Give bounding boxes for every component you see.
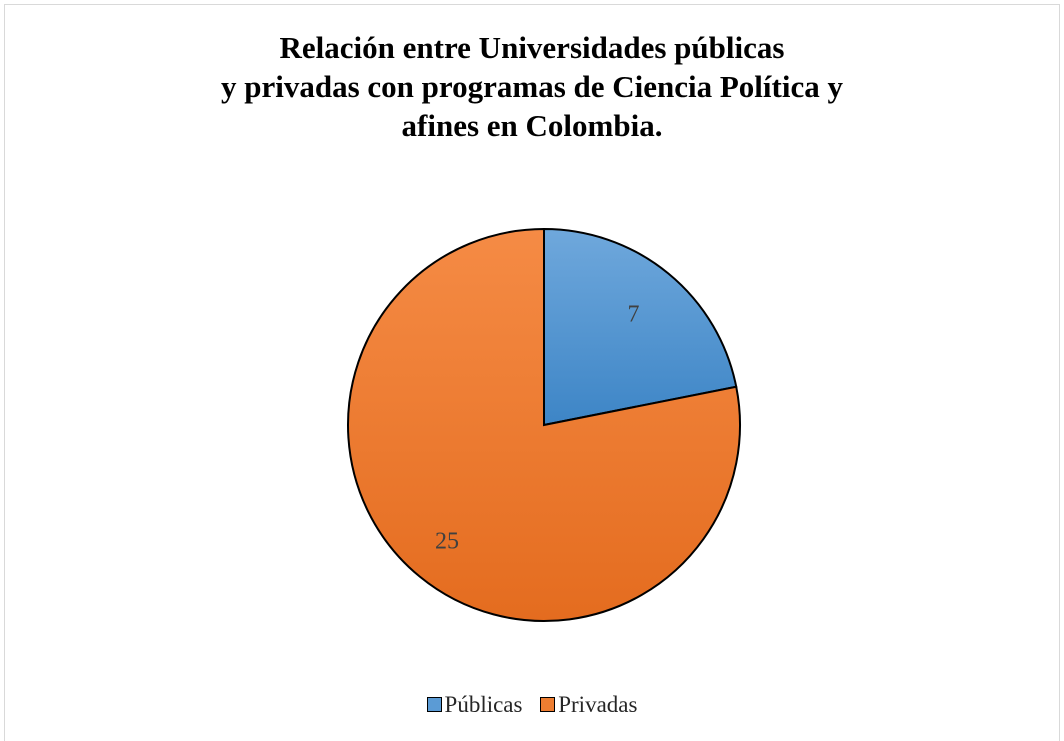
legend: Públicas Privadas	[0, 692, 1064, 718]
legend-label-privadas: Privadas	[558, 692, 638, 717]
pie-slices	[347, 227, 741, 622]
chart-title-line-2: y privadas con programas de Ciencia Polí…	[221, 69, 843, 104]
legend-label-publicas: Públicas	[444, 692, 523, 717]
legend-swatch-publicas	[426, 697, 442, 713]
data-label-publicas: 7	[628, 301, 640, 327]
data-label-privadas: 25	[435, 529, 459, 555]
chart-title-line-3: afines en Colombia.	[401, 108, 663, 143]
legend-swatch-privadas	[540, 697, 556, 713]
legend-item-privadas: Privadas	[540, 692, 637, 718]
pie-data-labels: 7 25	[435, 301, 640, 554]
legend-item-publicas: Públicas	[426, 692, 523, 718]
chart-title-line-1: Relación entre Universidades públicas	[279, 30, 785, 65]
pie-slice-privadas	[347, 227, 741, 622]
chart-title: Relación entre Universidades públicas y …	[0, 28, 1064, 145]
pie-slice-publicas	[543, 227, 738, 427]
